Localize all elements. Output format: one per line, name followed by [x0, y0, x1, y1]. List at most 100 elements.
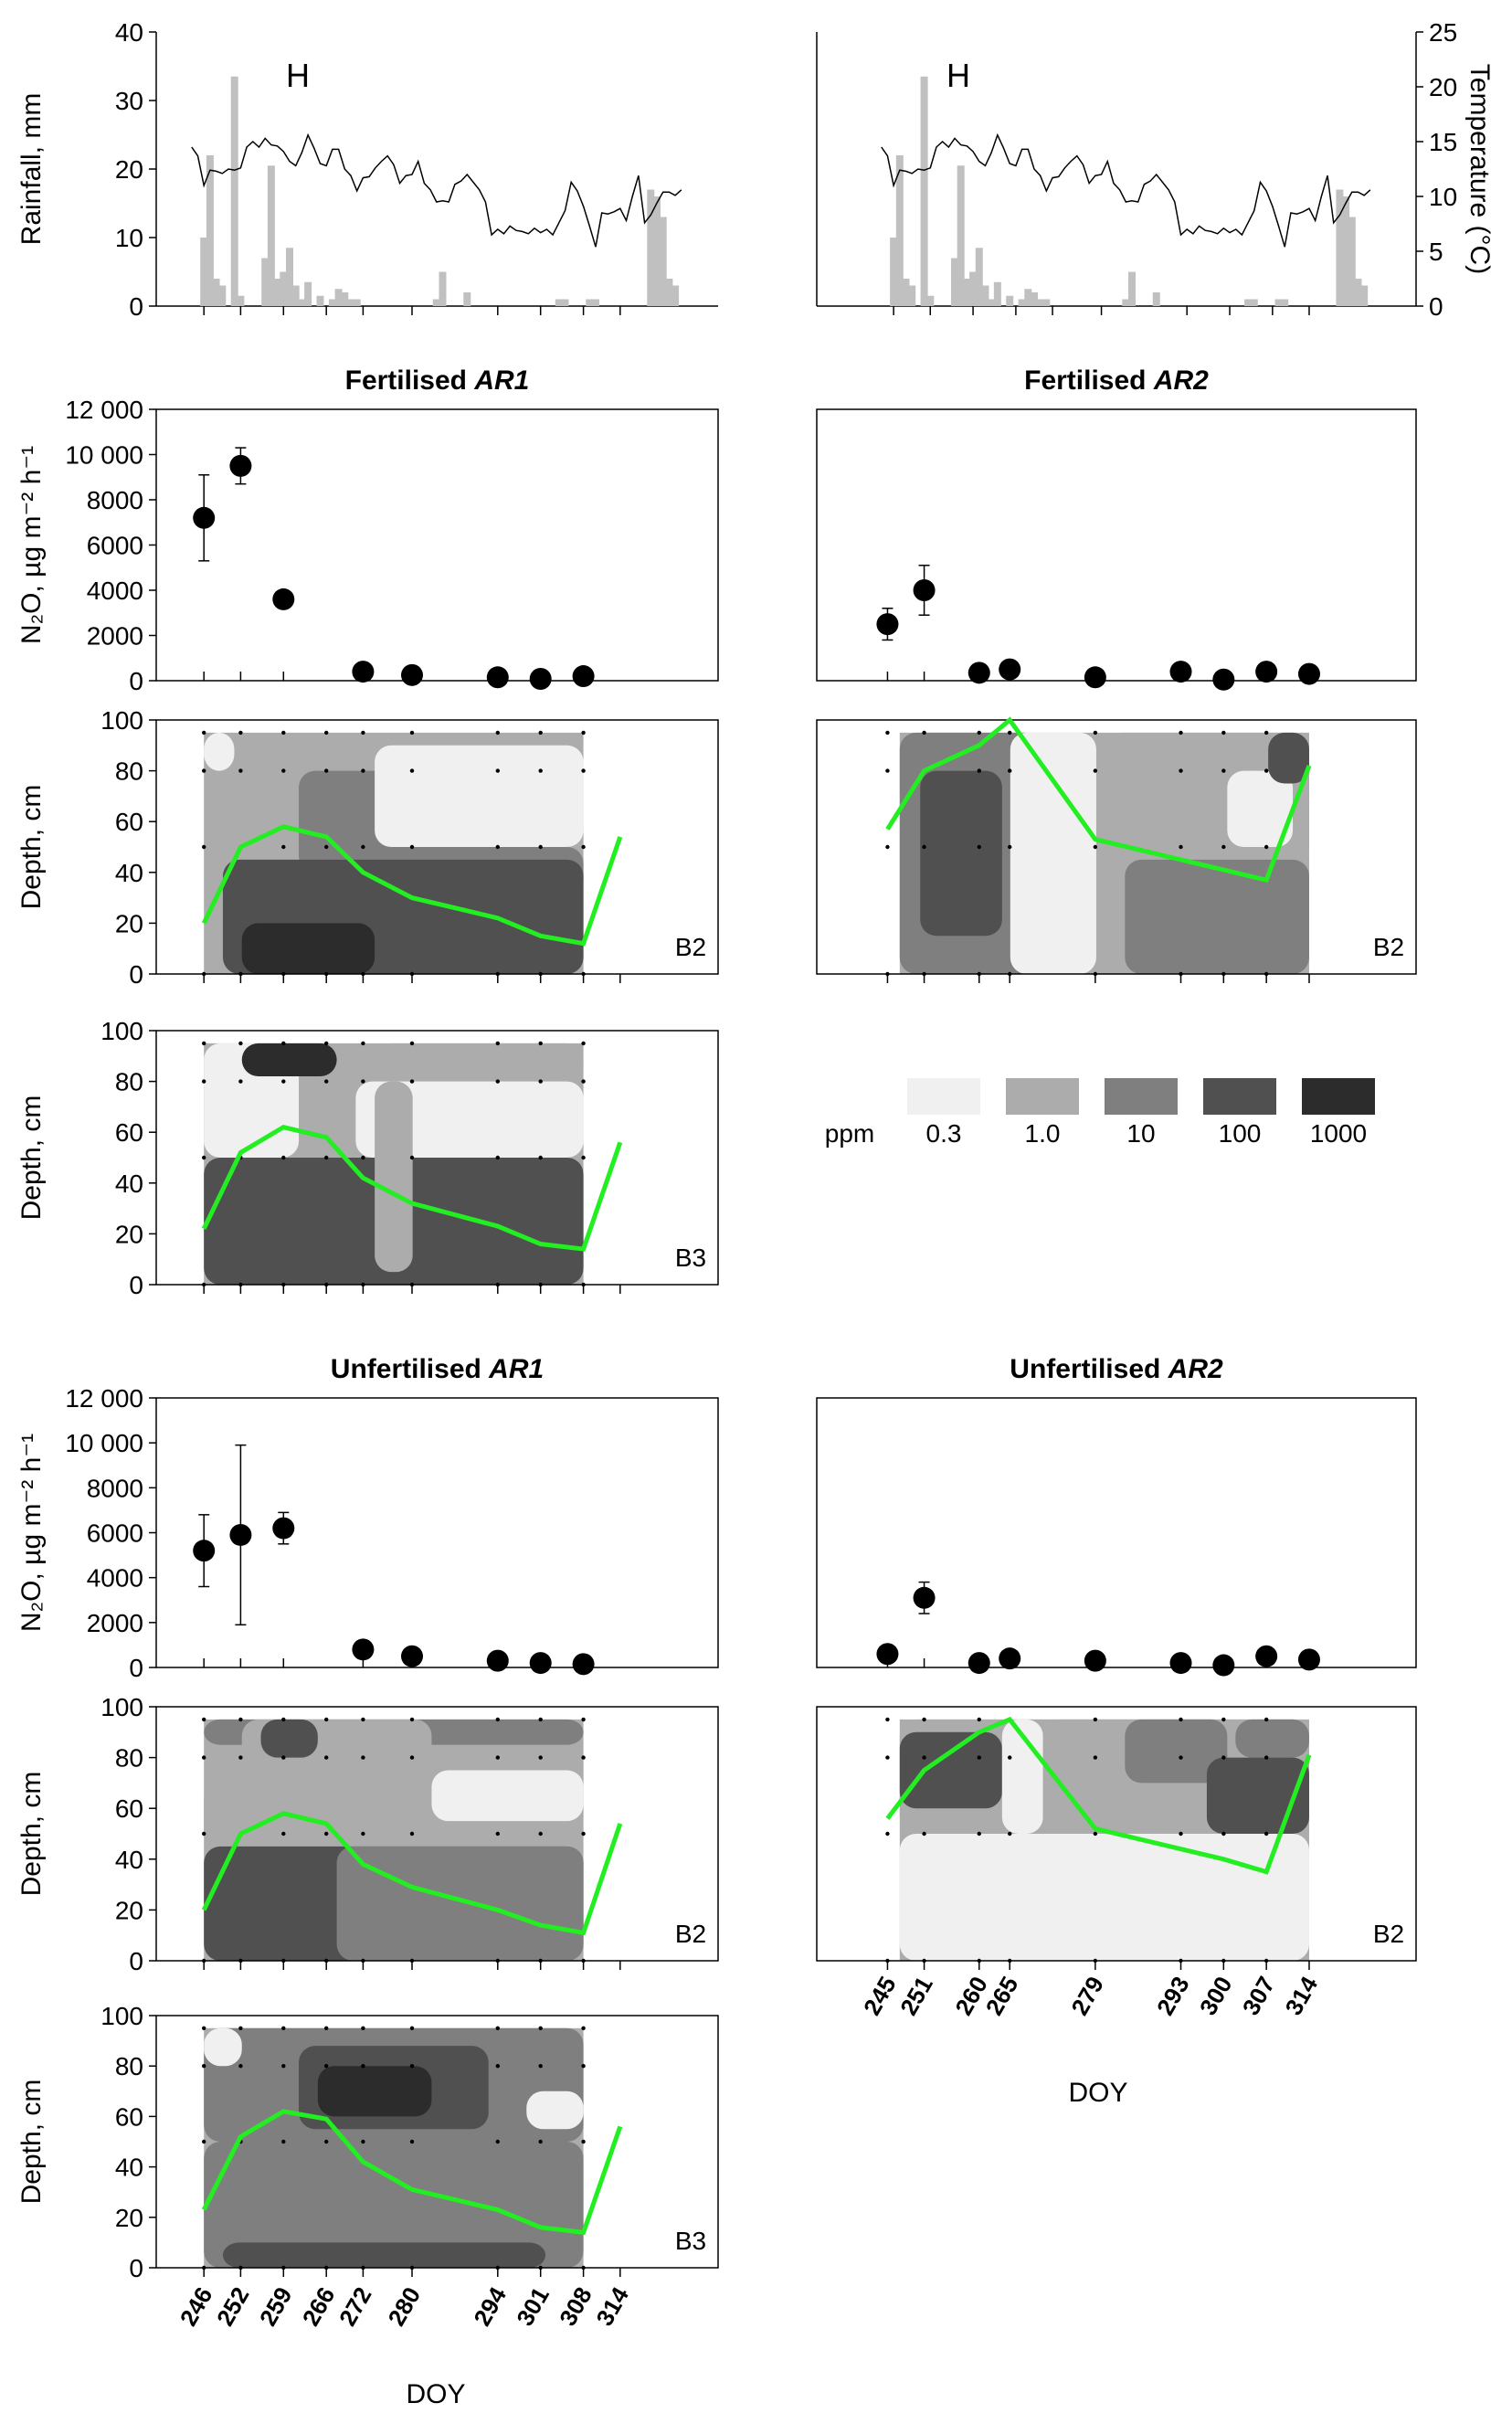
plot-tag: B3	[675, 1244, 706, 1272]
rain-bar	[280, 271, 288, 306]
sample-dot	[581, 2064, 586, 2069]
contour-region	[431, 1770, 584, 1822]
y2-tick-label: 20	[1429, 73, 1457, 101]
title-site: AR2	[1168, 1354, 1223, 1384]
panel-title: Fertilised AR2	[1024, 365, 1209, 396]
flux-frame-flux-fert-ar2	[816, 408, 1417, 682]
sample-dot	[538, 844, 543, 850]
sample-dot	[324, 2139, 329, 2144]
y-tick-label: 4000	[87, 1564, 143, 1593]
rain-bar	[230, 76, 238, 306]
y-tick-label: 100	[100, 1017, 143, 1045]
sample-dot	[238, 1717, 243, 1722]
rain-bar	[347, 299, 354, 306]
rain-bar	[463, 292, 471, 306]
depth-frame	[816, 719, 1417, 975]
y-tick-label: 40	[115, 859, 143, 887]
depth-axis-title: Depth, cm	[16, 1096, 47, 1221]
sample-dot	[1093, 844, 1098, 850]
rain-bar	[432, 299, 440, 306]
contour-region	[204, 2027, 242, 2067]
doy-tick-label: 280	[383, 2282, 427, 2331]
doy-tick-label: 252	[211, 2282, 255, 2331]
rain-bar	[304, 281, 312, 306]
y-tick-label: 40	[115, 1170, 143, 1198]
rain-bar	[586, 299, 594, 306]
sample-dot	[581, 730, 586, 736]
sample-dot	[581, 1831, 586, 1837]
data-point	[272, 1517, 295, 1540]
rain-bar	[1348, 217, 1356, 306]
rain-bar	[895, 155, 904, 306]
doy-tick-label: 265	[980, 1972, 1024, 2020]
contour-region	[204, 1783, 318, 1847]
rain-bar	[273, 279, 281, 306]
sample-dot	[1179, 1755, 1183, 1760]
sample-dot	[361, 1155, 365, 1160]
sample-dot	[885, 1717, 890, 1722]
sample-dot	[409, 1831, 415, 1837]
rain-bar	[341, 292, 349, 306]
sample-dot	[1008, 1755, 1012, 1760]
rain-bar	[439, 271, 447, 306]
sample-dot	[324, 768, 329, 773]
sample-dot	[1179, 730, 1183, 736]
y-tick-label: 80	[115, 2052, 143, 2080]
rain-bar	[1244, 299, 1253, 306]
legend-swatch	[1203, 1078, 1276, 1115]
doy-tick-label: 272	[333, 2282, 377, 2331]
sample-dot	[495, 2139, 500, 2144]
sample-dot	[361, 1755, 365, 1760]
y-tick-label: 100	[100, 2002, 143, 2030]
sample-dot	[324, 1717, 329, 1722]
sample-dot	[922, 1717, 926, 1722]
y2-tick-label: 10	[1429, 183, 1457, 211]
y-tick-label: 40	[115, 1846, 143, 1874]
sample-dot	[1008, 844, 1012, 850]
sample-dot	[581, 2139, 586, 2144]
y-tick-label: 100	[100, 706, 143, 735]
sample-dot	[281, 768, 286, 773]
sample-dot	[495, 1079, 500, 1084]
sample-dot	[922, 1831, 926, 1837]
y-tick-label: 0	[129, 292, 143, 321]
water-table-line	[885, 716, 1312, 884]
rain-bar	[1250, 299, 1258, 306]
sample-dot	[202, 2139, 206, 2144]
sample-dot	[581, 1155, 586, 1160]
rain-bar	[1036, 299, 1044, 306]
sample-dot	[538, 1717, 543, 1722]
sample-dot	[281, 1717, 286, 1722]
sample-dot	[495, 1155, 500, 1160]
sample-dot	[538, 1041, 543, 1046]
doy-tick-label: 246	[174, 2282, 218, 2331]
y-tick-label: 20	[115, 1220, 143, 1248]
temperature-axis-title: Temperature (°C)	[1464, 64, 1495, 274]
depth-frame	[816, 1706, 1417, 1962]
sample-dot	[922, 730, 926, 736]
sample-dot	[324, 1755, 329, 1760]
sample-dot	[409, 2026, 415, 2030]
rain-bar	[981, 285, 989, 306]
sample-dot	[1093, 730, 1098, 736]
rain-bar	[592, 299, 599, 306]
data-point	[229, 454, 252, 477]
rain-bar	[890, 238, 898, 306]
sample-dot	[238, 2064, 243, 2069]
y2-tick-label: 15	[1429, 128, 1457, 156]
depth-axis-title: Depth, cm	[16, 1772, 47, 1897]
depth-frame	[155, 2015, 719, 2269]
sample-dot	[238, 1041, 243, 1046]
y-tick-label: 0	[129, 1271, 143, 1299]
panel-title: Unfertilised AR1	[331, 1354, 544, 1384]
sample-dot	[538, 730, 543, 736]
concentration-legend: ppm 0.3 1.0 10 100 1000	[825, 1078, 1375, 1148]
sample-dot	[361, 1079, 365, 1084]
legend-label: 0.3	[926, 1119, 962, 1148]
sample-dot	[238, 2026, 243, 2030]
depth-panel-depth-unfert-ar2-b2	[885, 1717, 1309, 1964]
rain-bar	[286, 248, 293, 306]
sample-dot	[538, 1755, 543, 1760]
sample-dot	[922, 844, 926, 850]
sample-dot	[1264, 1717, 1269, 1722]
